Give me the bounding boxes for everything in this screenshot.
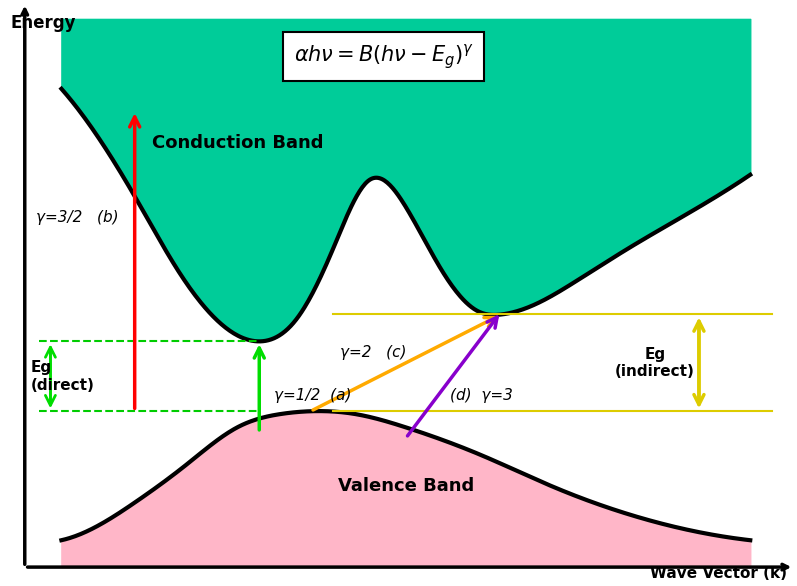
Text: γ=1/2  (a): γ=1/2 (a) <box>274 387 351 403</box>
Text: Conduction Band: Conduction Band <box>151 134 323 152</box>
Text: Wave Vector (k): Wave Vector (k) <box>650 565 787 581</box>
Text: γ=3/2   (b): γ=3/2 (b) <box>36 210 119 225</box>
Text: Valence Band: Valence Band <box>338 478 474 496</box>
Text: (d)  γ=3: (d) γ=3 <box>450 387 512 403</box>
Text: Energy: Energy <box>10 13 76 32</box>
Text: Eg
(direct): Eg (direct) <box>30 360 95 393</box>
Text: γ=2   (c): γ=2 (c) <box>340 345 406 360</box>
Text: Eg
(indirect): Eg (indirect) <box>615 347 695 379</box>
Text: $\alpha h\nu = B(h\nu - E_g)^{\gamma}$: $\alpha h\nu = B(h\nu - E_g)^{\gamma}$ <box>294 42 474 71</box>
